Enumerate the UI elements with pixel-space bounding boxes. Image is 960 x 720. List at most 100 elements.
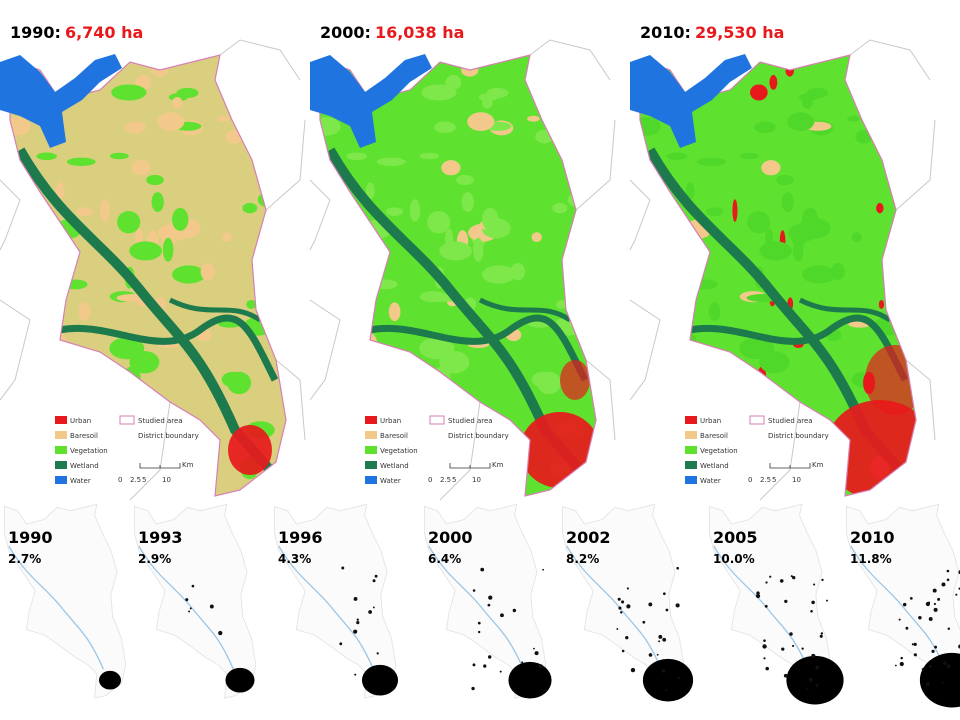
urban-dot <box>191 584 195 588</box>
legend-swatch <box>685 461 697 469</box>
patch <box>172 265 206 284</box>
water <box>0 54 122 148</box>
legend-swatch <box>55 476 67 484</box>
patch <box>373 279 398 290</box>
patch <box>878 299 885 309</box>
urban-dot <box>477 630 481 634</box>
small-map-shape <box>561 503 694 702</box>
legend-label: District boundary <box>448 432 509 440</box>
legend-label: Wetland <box>70 462 99 470</box>
small-year: 2005 <box>713 528 758 547</box>
small-map-shape <box>708 503 844 705</box>
urban-dot <box>209 604 214 609</box>
patch <box>217 115 230 122</box>
patch <box>151 192 164 213</box>
patch <box>33 359 59 383</box>
urban-blob <box>642 658 694 702</box>
patch <box>55 182 65 200</box>
urban-dot <box>618 606 622 610</box>
patch <box>131 160 151 176</box>
urban-dot <box>898 618 901 621</box>
river <box>850 545 947 670</box>
urban-dot <box>902 602 907 607</box>
small-year: 2000 <box>428 528 473 547</box>
patch <box>781 192 794 213</box>
patch <box>640 117 661 136</box>
legend-swatch <box>55 446 67 454</box>
patch <box>360 72 371 80</box>
map-title: 1990: 6,740 ha <box>10 23 143 42</box>
urban <box>228 425 272 475</box>
scale-unit: Km <box>812 461 824 469</box>
patch <box>66 377 100 402</box>
urban-blob <box>361 664 399 696</box>
urban-dot <box>372 579 376 583</box>
water <box>630 54 752 148</box>
urban-dot <box>765 581 768 584</box>
patch <box>409 199 421 222</box>
urban-dot <box>376 652 379 655</box>
scale-label: 0 <box>428 476 432 484</box>
patch <box>574 274 584 288</box>
legend-label: Baresoil <box>70 432 98 440</box>
patch <box>324 199 343 224</box>
urban-dot <box>808 677 813 682</box>
urban-dot <box>339 642 343 646</box>
patch <box>644 199 663 224</box>
legend-swatch <box>685 476 697 484</box>
urban-dot <box>792 644 795 648</box>
small-share: 6.4% <box>428 552 461 566</box>
patch <box>320 266 331 273</box>
urban-dot <box>905 626 909 630</box>
patch <box>10 159 20 172</box>
legend-label: Studied area <box>768 417 813 425</box>
urban-dot <box>784 599 788 604</box>
patch <box>419 152 439 160</box>
patch <box>669 55 701 74</box>
urban-dot <box>790 575 793 578</box>
scale-label: 5 <box>142 476 146 484</box>
water <box>310 54 432 148</box>
urban-dot <box>662 592 666 596</box>
urban-dot <box>755 593 761 599</box>
patch <box>685 182 695 200</box>
patch <box>682 333 697 353</box>
scale-label: 5 <box>452 476 456 484</box>
wetland <box>15 147 274 474</box>
urban-dot <box>642 620 646 624</box>
legend-label: Vegetation <box>380 447 418 455</box>
urban-dot <box>764 604 768 608</box>
urban-dot <box>926 682 930 687</box>
urban-dot <box>648 602 653 607</box>
urban-dot <box>894 664 897 667</box>
patch <box>335 435 346 443</box>
urban-dot <box>658 634 663 639</box>
map-area: 16,038 ha <box>375 23 465 42</box>
scale-bar <box>769 463 811 469</box>
urban-dot <box>941 681 944 684</box>
urban-dot <box>374 574 378 578</box>
patch <box>552 202 568 214</box>
patch <box>830 262 845 281</box>
urban-dot <box>801 647 804 650</box>
scale-label: 2.5 <box>130 476 141 484</box>
urban-dot <box>942 661 947 665</box>
map-panel: 2010: 29,530 ha Urban Baresoil Vegetation Wet… <box>629 23 936 501</box>
urban-dot <box>941 582 946 587</box>
urban-dot <box>621 600 625 604</box>
patch <box>10 228 37 247</box>
urban-dot <box>921 668 925 671</box>
urban-dot <box>617 597 621 601</box>
legend-swatch <box>429 415 445 425</box>
urban-dot <box>621 649 625 653</box>
patch <box>109 337 145 360</box>
patch <box>320 117 341 136</box>
patch <box>482 265 516 284</box>
urban-dot <box>626 604 631 609</box>
urban-dot <box>762 644 767 649</box>
patch <box>330 207 345 219</box>
urban-dot <box>661 669 666 673</box>
small-year: 1990 <box>8 528 53 547</box>
patch <box>162 237 174 262</box>
legend-label: Water <box>70 477 91 485</box>
